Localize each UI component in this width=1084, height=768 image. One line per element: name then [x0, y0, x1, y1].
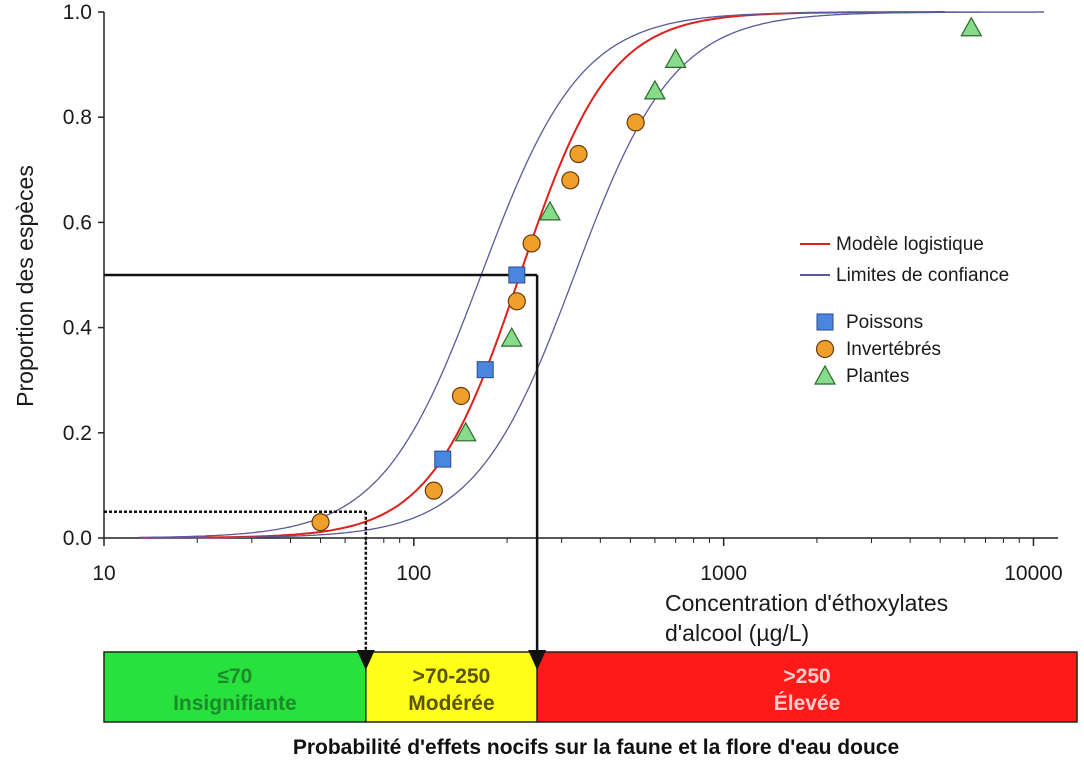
- x-axis-title-line1: Concentration d'éthoxylates: [665, 590, 948, 616]
- circle-data-point: [561, 171, 580, 190]
- risk-bands: ≤70 Insignifiante >70-250 Modérée >250 Élevée: [103, 651, 1078, 723]
- x-tick-label: 1000: [700, 562, 747, 585]
- risk-band-level: Insignifiante: [173, 692, 297, 715]
- square-data-point: [508, 266, 526, 284]
- y-tick-label: 0.6: [63, 211, 92, 234]
- y-axis: 0.0 0.2 0.4 0.6 0.8 1.0: [63, 1, 104, 550]
- legend-label: Modèle logistique: [836, 234, 984, 255]
- triangle-data-point: [643, 79, 666, 100]
- risk-band: [103, 651, 367, 723]
- legend-circle-icon: [815, 339, 835, 359]
- risk-band-range: >70-250: [413, 665, 491, 688]
- circle-data-point: [522, 234, 541, 253]
- circle-data-point: [311, 513, 330, 532]
- risk-band-level: Élevée: [774, 692, 841, 715]
- legend-label: Limites de confiance: [836, 265, 1009, 286]
- risk-band-range: ≤70: [217, 665, 252, 688]
- y-tick-label: 1.0: [63, 1, 92, 24]
- square-data-point: [476, 361, 494, 379]
- legend-label: Poissons: [846, 312, 923, 333]
- risk-band-level: Modérée: [408, 692, 494, 715]
- data-points: [311, 16, 983, 532]
- y-tick-label: 0.2: [63, 422, 92, 445]
- y-axis-title: Proportion des espèces: [12, 165, 38, 407]
- triangle-data-point: [538, 200, 561, 221]
- legend-label: Invertébrés: [846, 339, 941, 360]
- circle-data-point: [569, 144, 588, 164]
- arrow-head: [528, 650, 547, 670]
- triangle-data-point: [664, 48, 687, 68]
- circle-data-point: [507, 292, 526, 311]
- reference-lines: [104, 273, 539, 652]
- y-tick-label: 0.0: [63, 527, 92, 550]
- x-axis-title-line2: d'alcool (µg/L): [665, 620, 809, 646]
- footer-caption: Probabilité d'effets nocifs sur la faune…: [293, 736, 899, 759]
- circle-data-point: [451, 386, 471, 406]
- confidence-limit-curve: [139, 11, 1044, 539]
- triangle-data-point: [960, 16, 983, 37]
- triangle-data-point: [500, 326, 523, 347]
- circle-data-point: [424, 481, 443, 500]
- x-tick-label: 100: [396, 562, 431, 585]
- risk-band: [365, 651, 538, 723]
- y-tick-label: 0.4: [63, 317, 93, 340]
- curves: [139, 11, 1044, 539]
- legend-triangle-icon: [813, 364, 837, 385]
- risk-band: [536, 651, 1078, 723]
- risk-band-range: >250: [783, 665, 830, 688]
- x-tick-label: 10000: [1004, 562, 1062, 585]
- triangle-data-point: [454, 421, 477, 442]
- legend-square-icon: [816, 313, 834, 331]
- arrows: [356, 650, 547, 670]
- square-data-point: [434, 450, 452, 468]
- circle-data-point: [626, 113, 645, 132]
- y-tick-label: 0.8: [63, 106, 92, 129]
- arrow-head: [356, 650, 375, 670]
- x-axis: 10 100 1000 10000: [92, 538, 1063, 585]
- x-tick-label: 10: [92, 562, 115, 585]
- legend-label: Plantes: [846, 366, 909, 387]
- confidence-limit-curve: [139, 11, 1044, 539]
- legend: Modèle logistique Limites de confiance Poi…: [800, 234, 1009, 387]
